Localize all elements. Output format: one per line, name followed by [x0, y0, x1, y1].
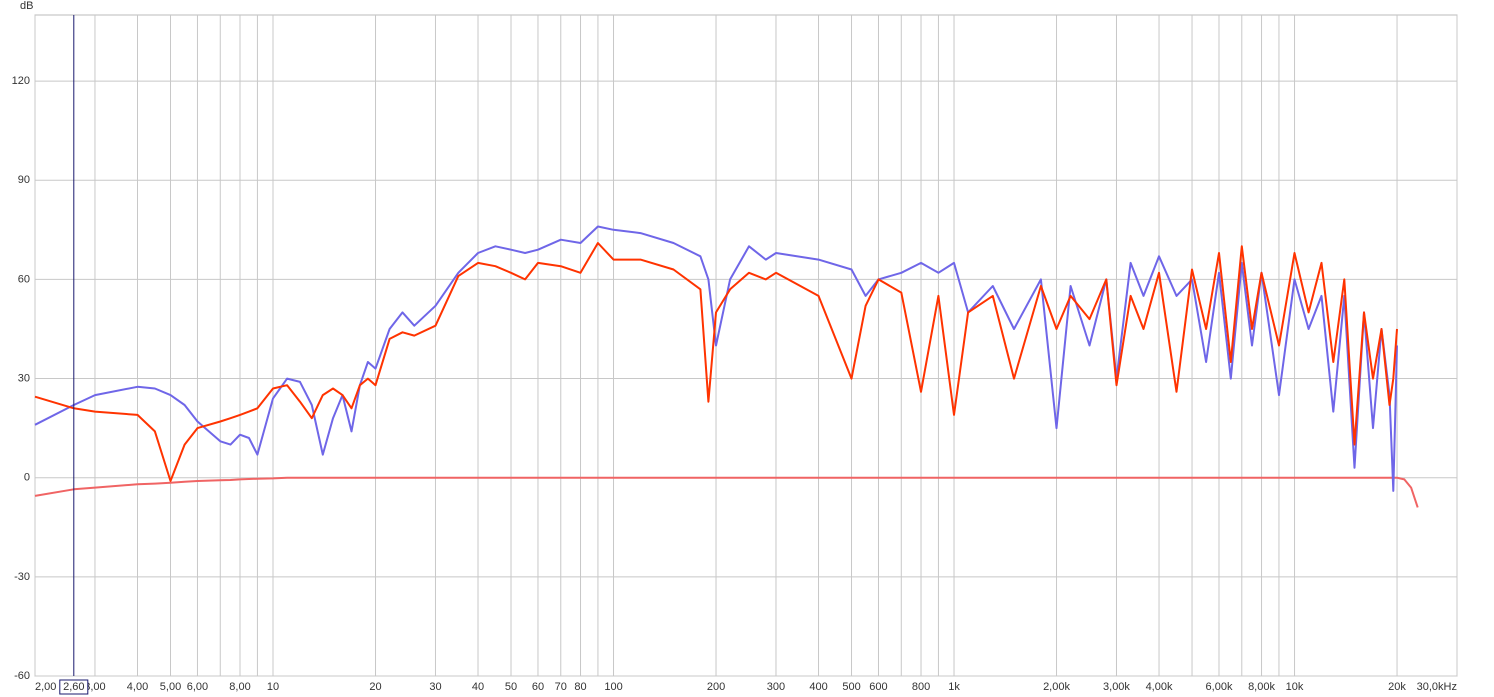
x-tick-label: 500 — [842, 681, 860, 693]
y-tick-label: 120 — [12, 75, 30, 87]
series-line — [34, 225, 1398, 492]
x-tick-label: 40 — [472, 681, 484, 693]
x-tick-label: 800 — [912, 681, 930, 693]
y-tick-label: 0 — [24, 472, 30, 484]
cursor-label-box — [59, 679, 89, 695]
x-tick-label: 600 — [869, 681, 887, 693]
x-tick-label: 20 — [369, 681, 381, 693]
x-tick-label: 50 — [505, 681, 517, 693]
x-tick-label: 8,00 — [229, 681, 250, 693]
series-line — [34, 476, 1419, 508]
y-tick-label: 90 — [18, 174, 30, 186]
y-tick-label: 30 — [18, 372, 30, 384]
x-tick-label: 30,0kHz — [1417, 681, 1457, 693]
y-axis-label: dB — [20, 0, 33, 12]
x-tick-label: 300 — [767, 681, 785, 693]
x-tick-label: 20k — [1388, 681, 1406, 693]
y-tick-label: -30 — [14, 571, 30, 583]
plot-area — [34, 14, 1458, 677]
x-tick-label: 100 — [604, 681, 622, 693]
cursor-label: 2,60 — [63, 681, 84, 693]
x-tick-label: 4,00 — [127, 681, 148, 693]
x-tick-label: 200 — [707, 681, 725, 693]
x-tick-label: 2,00 — [35, 681, 56, 693]
x-tick-label: 70 — [555, 681, 567, 693]
x-tick-label: 5,00 — [160, 681, 181, 693]
x-tick-label: 400 — [809, 681, 827, 693]
x-tick-label: 6,00 — [187, 681, 208, 693]
x-tick-label: 80 — [574, 681, 586, 693]
x-tick-label: 60 — [532, 681, 544, 693]
x-tick-label: 30 — [429, 681, 441, 693]
x-tick-label: 8,00k — [1248, 681, 1275, 693]
y-tick-label: 60 — [18, 273, 30, 285]
x-tick-label: 3,00 — [84, 681, 105, 693]
x-tick-label: 4,00k — [1146, 681, 1173, 693]
y-tick-label: -60 — [14, 670, 30, 682]
x-tick-label: 6,00k — [1206, 681, 1233, 693]
series-line — [34, 242, 1398, 482]
x-tick-label: 10 — [267, 681, 279, 693]
x-tick-label: 3,00k — [1103, 681, 1130, 693]
x-tick-label: 2,00k — [1043, 681, 1070, 693]
x-tick-label: 1k — [948, 681, 960, 693]
x-tick-label: 10k — [1286, 681, 1304, 693]
